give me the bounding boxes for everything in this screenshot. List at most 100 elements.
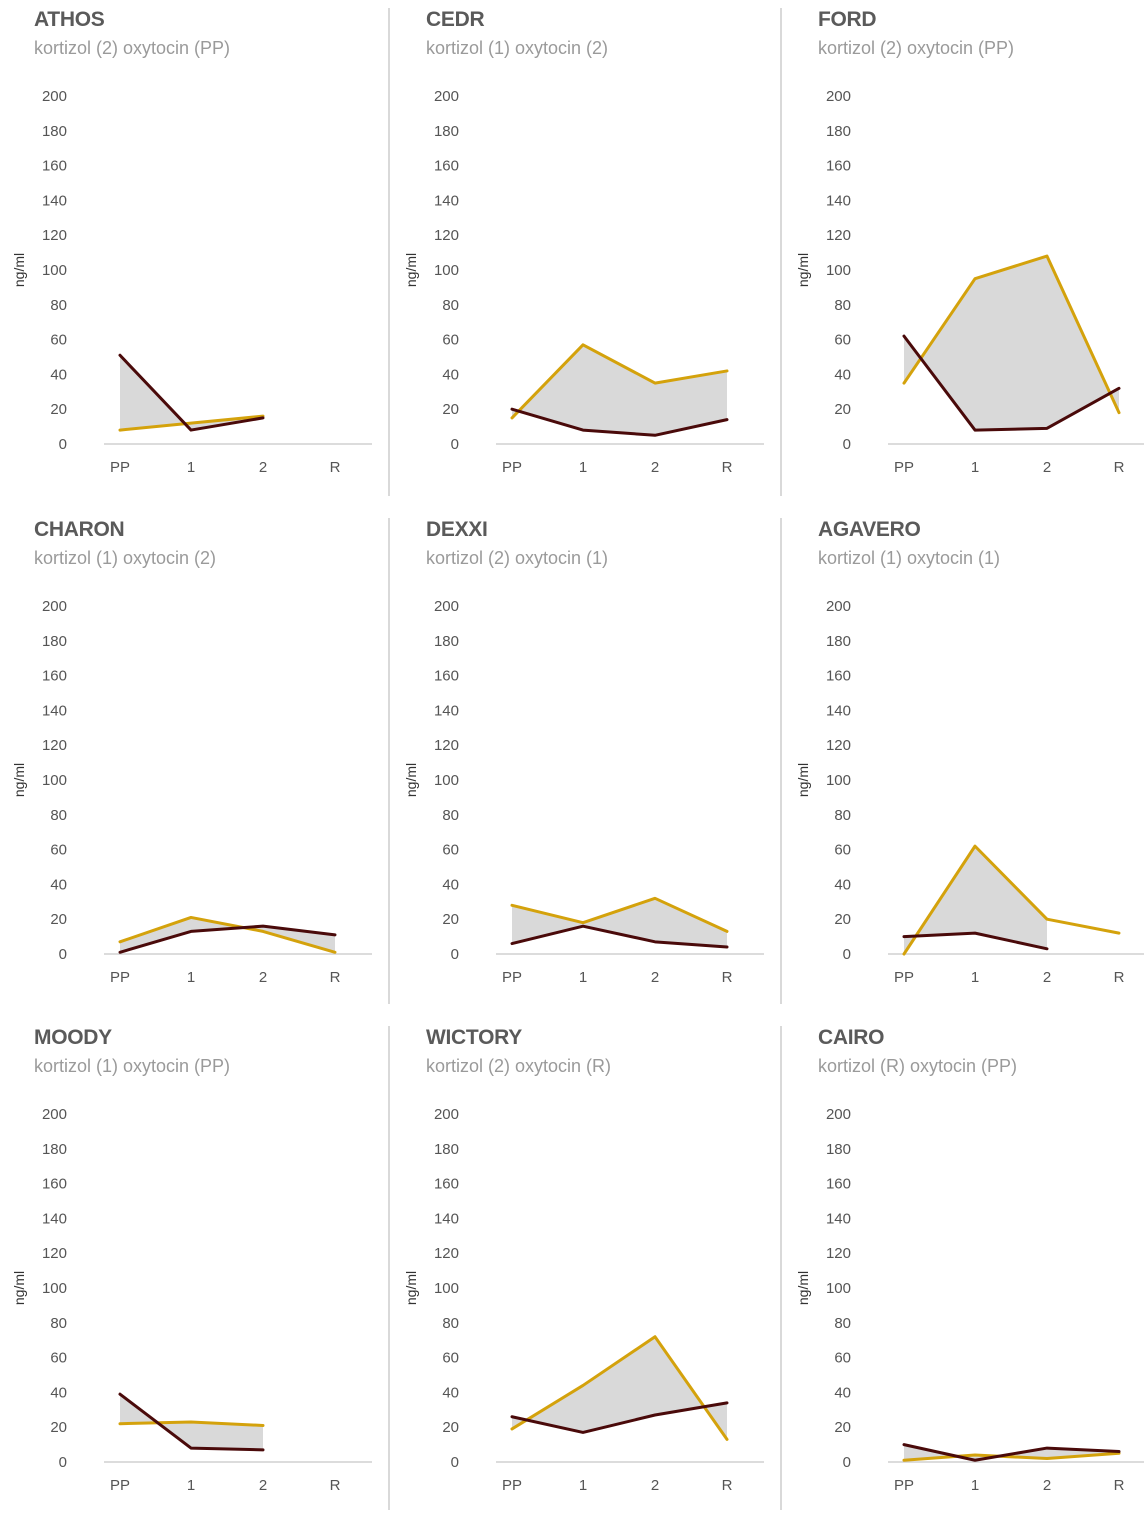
range-fill [904,846,1047,954]
y-tick-label: 0 [451,436,459,453]
chart-title: DEXXI [426,518,488,541]
chart-title: CAIRO [818,1026,885,1049]
x-tick-label: 1 [187,459,195,476]
chart-subtitle: kortizol (2) oxytocin (PP) [818,38,1015,58]
x-tick-label: R [722,1477,733,1494]
y-tick-label: 80 [834,807,851,824]
chart-subtitle: kortizol (2) oxytocin (PP) [34,38,231,58]
x-tick-label: 1 [971,1477,979,1494]
y-tick-label: 100 [826,262,851,279]
chart-panel-moody: MOODY kortizol (1) oxytocin (PP) 0 20 40 60 80… [0,1018,380,1518]
x-tick-label: PP [502,969,522,986]
y-tick-label: 120 [42,227,67,244]
panel-separator [780,518,782,1004]
y-tick-label: 80 [50,807,67,824]
y-tick-label: 40 [50,366,67,383]
y-tick-label: 20 [834,1419,851,1436]
x-tick-label: 2 [651,459,659,476]
y-tick-label: 160 [826,668,851,685]
y-tick-label: 0 [843,946,851,963]
y-tick-label: 100 [826,1280,851,1297]
y-tick-label: 140 [826,192,851,209]
y-tick-label: 20 [834,911,851,928]
y-tick-label: 180 [826,123,851,140]
y-tick-label: 80 [442,807,459,824]
y-axis-label: ng/ml [795,253,811,287]
y-tick-label: 20 [50,911,67,928]
y-tick-label: 160 [826,158,851,175]
y-tick-label: 40 [834,876,851,893]
series-line-gold [902,1451,1121,1462]
y-tick-label: 120 [826,227,851,244]
x-tick-label: 2 [259,1477,267,1494]
y-tick-label: 120 [434,227,459,244]
chart-subtitle: kortizol (1) oxytocin (PP) [34,1056,231,1076]
y-tick-label: 140 [42,192,67,209]
y-tick-label: 180 [42,1141,67,1158]
line-chart: 0 20 40 60 80 100 120 140 160 180 200 ng/ml PP 1 2 R [11,88,372,476]
y-tick-label: 40 [50,876,67,893]
y-tick-label: 160 [42,1176,67,1193]
y-tick-label: 40 [834,366,851,383]
series-line-dark [510,407,729,437]
y-tick-label: 140 [826,1210,851,1227]
series-line-dark [118,353,265,432]
chart-panel-dexxi: DEXXI kortizol (2) oxytocin (1) 0 20 40 60 80 1… [392,510,772,1010]
panel-separator [388,8,390,496]
x-tick-label: 2 [651,969,659,986]
y-tick-label: 200 [826,598,851,615]
range-fill [120,1394,263,1450]
y-tick-label: 60 [834,842,851,859]
chart-subtitle: kortizol (2) oxytocin (R) [426,1056,612,1076]
y-axis-label: ng/ml [795,763,811,797]
y-tick-label: 60 [834,332,851,349]
y-tick-label: 20 [834,401,851,418]
line-chart: 0 20 40 60 80 100 120 140 160 180 200 ng/ml PP 1 2 R [11,1106,372,1494]
y-tick-label: 0 [451,1454,459,1471]
series-line-dark [118,1392,265,1452]
y-tick-label: 200 [42,598,67,615]
y-tick-label: 180 [826,633,851,650]
line-chart: 0 20 40 60 80 100 120 140 160 180 200 ng/ml PP 1 2 R [795,88,1144,476]
series-line-gold [510,1335,729,1441]
y-tick-label: 100 [42,262,67,279]
series-line-dark [118,924,337,954]
chart-panel-wictory: WICTORY kortizol (2) oxytocin (R) 0 20 40 60 8… [392,1018,772,1518]
x-tick-label: R [330,969,341,986]
x-tick-label: R [330,459,341,476]
panel-separator [780,8,782,496]
y-tick-label: 140 [42,1210,67,1227]
chart-subtitle: kortizol (R) oxytocin (PP) [818,1056,1018,1076]
series-line-dark [902,1443,1121,1462]
y-tick-label: 160 [434,158,459,175]
line-chart: 0 20 40 60 80 100 120 140 160 180 200 ng/ml PP 1 2 R [403,598,764,986]
x-tick-label: 1 [187,969,195,986]
chart-title: FORD [818,8,877,31]
y-tick-label: 0 [843,1454,851,1471]
x-tick-label: R [722,459,733,476]
y-tick-label: 100 [42,1280,67,1297]
y-tick-label: 140 [434,1210,459,1227]
y-tick-label: 180 [826,1141,851,1158]
y-tick-label: 100 [42,772,67,789]
series-line-gold [902,254,1121,415]
y-tick-label: 0 [843,436,851,453]
y-tick-label: 40 [50,1384,67,1401]
chart-panel-cairo: CAIRO kortizol (R) oxytocin (PP) 0 20 40 60 80… [784,1018,1144,1518]
y-tick-label: 20 [50,401,67,418]
range-fill [512,344,727,436]
y-tick-label: 160 [434,668,459,685]
y-tick-label: 80 [834,1315,851,1332]
chart-subtitle: kortizol (1) oxytocin (2) [34,548,217,568]
x-tick-label: PP [502,1477,522,1494]
y-tick-label: 160 [434,1176,459,1193]
range-fill [120,917,335,953]
series-line-gold [510,343,729,420]
y-tick-label: 60 [50,842,67,859]
y-tick-label: 120 [826,737,851,754]
y-tick-label: 120 [434,1245,459,1262]
y-tick-label: 60 [50,1350,67,1367]
line-chart: 0 20 40 60 80 100 120 140 160 180 200 ng/ml PP 1 2 R [795,1106,1144,1494]
x-tick-label: R [1114,969,1125,986]
